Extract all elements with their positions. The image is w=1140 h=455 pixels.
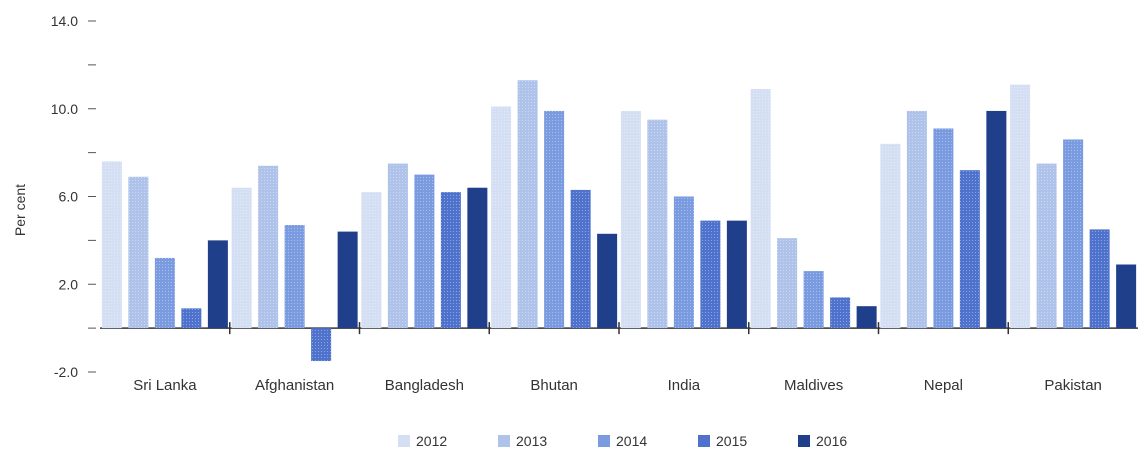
legend-swatch-2015 [698,435,710,447]
bar-texture [414,174,435,329]
bar-india-2016 [726,220,747,329]
y-axis: -2.0 2.0 6.0 10.0 14.0 [51,13,96,380]
bar-texture [491,106,512,329]
bar-texture [544,110,565,329]
bar-texture [101,161,122,329]
y-tick-label: -2.0 [54,364,78,380]
bar-texture [700,220,721,329]
legend-swatch-2014 [598,435,610,447]
category-label: Sri Lanka [133,377,197,394]
bar-texture [959,170,980,329]
y-tick-label: 10.0 [51,101,78,117]
legend-label-2012: 2012 [416,433,447,449]
category-label: Bangladesh [385,377,464,394]
category-label: Nepal [924,377,963,394]
y-tick-label: 14.0 [51,13,78,29]
category-labels: Sri Lanka Afghanistan Bangladesh Bhutan Indi… [133,377,1102,394]
legend-swatch-2012 [398,435,410,447]
bar-texture [231,187,252,329]
bar-texture [154,257,175,329]
bar-maldives-2016 [856,306,877,329]
legend-label-2015: 2015 [716,433,747,449]
y-tick-label: 6.0 [59,189,79,205]
legend: 2012 2013 2014 2015 2016 [398,433,847,449]
bar-texture [258,165,279,329]
bar-texture [181,308,202,329]
bar-texture [361,192,382,329]
bar-texture [570,189,591,329]
bar-texture [387,163,408,329]
legend-swatch-2016 [798,435,810,447]
legend-label-2016: 2016 [816,433,847,449]
category-label: Maldives [784,377,843,394]
bar-pakistan-2016 [1116,264,1137,329]
category-label: Pakistan [1044,377,1102,394]
bar-texture [620,110,641,329]
bar-texture [830,297,851,329]
bar-texture [933,128,954,329]
bar-texture [311,328,332,362]
y-tick-label: 2.0 [59,276,79,292]
bar-sri-lanka-2016 [207,240,228,329]
bar-texture [750,89,771,329]
bar-texture [128,176,149,329]
bar-texture [906,110,927,329]
bar-bangladesh-2016 [467,187,488,329]
bar-texture [1010,84,1031,329]
legend-swatch-2013 [498,435,510,447]
bars [101,80,1137,362]
x-axis [100,322,1138,335]
bar-texture [1063,139,1084,329]
bar-texture [647,119,668,329]
y-axis-title: Per cent [12,184,28,236]
bar-texture [673,196,694,329]
bar-texture [1036,163,1057,329]
category-label: India [668,377,701,394]
bar-texture [284,225,305,329]
bar-afghanistan-2016 [337,231,358,329]
bar-texture [440,192,461,329]
legend-label-2014: 2014 [616,433,647,449]
bar-texture [517,80,538,329]
category-label: Afghanistan [255,377,334,394]
bar-bhutan-2016 [597,233,618,329]
bar-nepal-2016 [986,110,1007,329]
bar-texture [880,143,901,329]
legend-label-2013: 2013 [516,433,547,449]
bar-texture [1089,229,1110,329]
category-label: Bhutan [530,377,578,394]
bar-texture [777,238,798,329]
bar-texture [803,271,824,329]
